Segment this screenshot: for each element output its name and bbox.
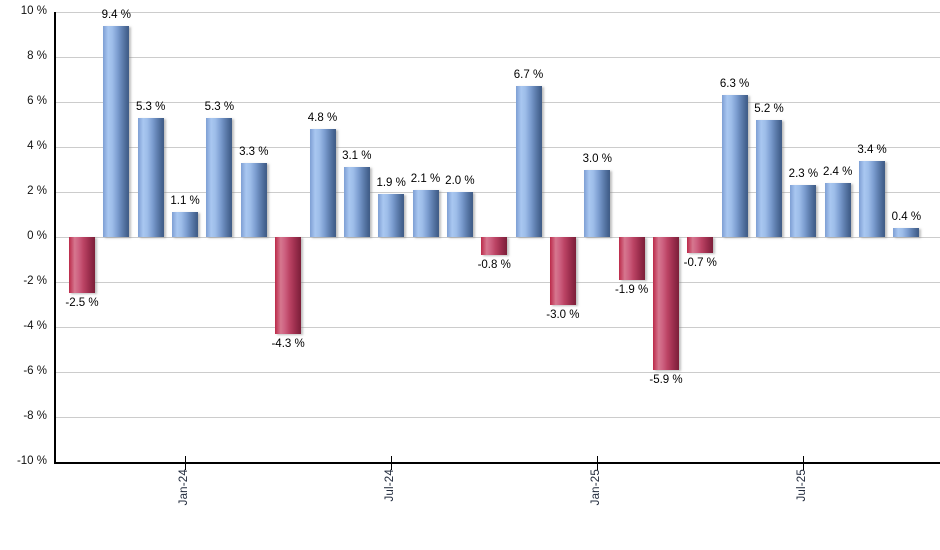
bar-value-label: 2.3 % — [788, 168, 819, 181]
bar — [790, 185, 817, 237]
x-axis-line — [54, 462, 940, 464]
bar-value-label: -3.0 % — [546, 308, 580, 321]
bar — [618, 237, 645, 280]
y-tick-label: -4 % — [23, 320, 47, 332]
y-axis-line — [54, 12, 56, 464]
bar — [137, 117, 164, 238]
x-tick-mark — [390, 456, 392, 470]
x-tick-mark — [802, 456, 804, 470]
bar — [69, 237, 95, 294]
bar-value-label: 0.4 % — [891, 211, 922, 223]
bar — [343, 167, 370, 238]
bar-value-label: 1.9 % — [376, 177, 406, 190]
gridline — [55, 327, 940, 328]
bar — [240, 162, 267, 238]
gridline — [55, 147, 940, 148]
y-tick-label: 6 % — [27, 95, 47, 107]
x-tick-label: Jan-24 — [178, 469, 191, 506]
bar-value-label: 5.2 % — [754, 103, 784, 115]
bar-value-label: 3.4 % — [857, 143, 887, 156]
y-tick-label: 4 % — [27, 140, 47, 152]
bar-value-label: 2.1 % — [410, 172, 441, 185]
gridline — [55, 192, 940, 193]
bar-value-label: 1.1 % — [170, 195, 200, 208]
bar — [481, 237, 508, 255]
bar — [206, 117, 233, 238]
bar — [378, 194, 405, 238]
bar — [824, 183, 851, 237]
bar-value-label: -2.5 % — [65, 297, 99, 310]
gridline — [55, 12, 940, 13]
gridline — [55, 102, 940, 103]
y-tick-label: -2 % — [23, 275, 47, 287]
bar — [172, 212, 199, 238]
bar-value-label: 3.1 % — [342, 150, 372, 163]
bar-value-label: -5.9 % — [649, 373, 683, 386]
bar-value-label: 3.3 % — [239, 145, 269, 158]
x-tick-label: Jul-24 — [384, 469, 397, 502]
bar — [549, 237, 576, 305]
bar — [756, 120, 782, 237]
bar-value-label: 2.4 % — [822, 166, 853, 178]
bar-value-label: 4.8 % — [307, 112, 338, 124]
x-tick-label: Jan-25 — [590, 469, 603, 506]
bar — [584, 169, 611, 237]
y-tick-label: 10 % — [20, 5, 47, 17]
bar — [412, 189, 439, 238]
bar — [893, 228, 920, 237]
gridline — [55, 417, 940, 418]
y-tick-label: -8 % — [23, 410, 47, 422]
bar-value-label: 6.3 % — [719, 78, 750, 91]
x-tick-mark — [184, 456, 186, 470]
bar — [515, 86, 542, 238]
bar-value-label: -0.7 % — [683, 256, 717, 269]
bar-value-label: -4.3 % — [271, 337, 305, 350]
bar-value-label: -0.8 % — [477, 259, 511, 271]
x-tick-label: Jul-25 — [796, 469, 809, 502]
bar-value-label: 3.0 % — [582, 152, 612, 165]
bar-value-label: 6.7 % — [513, 69, 544, 82]
bar — [103, 25, 130, 237]
y-tick-label: -10 % — [16, 455, 47, 467]
bar — [721, 95, 748, 238]
bar — [653, 237, 679, 370]
bar — [687, 237, 714, 253]
gridline — [55, 57, 940, 58]
bar — [309, 129, 336, 237]
y-tick-label: 0 % — [27, 230, 47, 242]
bar-value-label: 5.3 % — [204, 100, 235, 113]
gridline — [55, 282, 940, 283]
y-tick-label: 8 % — [27, 50, 47, 62]
bar-value-label: -1.9 % — [614, 283, 649, 296]
bar-value-label: 2.0 % — [445, 175, 475, 187]
x-tick-mark — [596, 456, 598, 470]
gridline — [55, 372, 940, 373]
bar — [275, 237, 302, 334]
bar — [859, 160, 886, 237]
y-tick-label: -6 % — [23, 365, 47, 377]
bar-value-label: 5.3 % — [135, 100, 166, 113]
y-tick-label: 2 % — [27, 185, 47, 197]
bar — [446, 192, 473, 237]
bar-value-label: 9.4 % — [101, 8, 131, 21]
